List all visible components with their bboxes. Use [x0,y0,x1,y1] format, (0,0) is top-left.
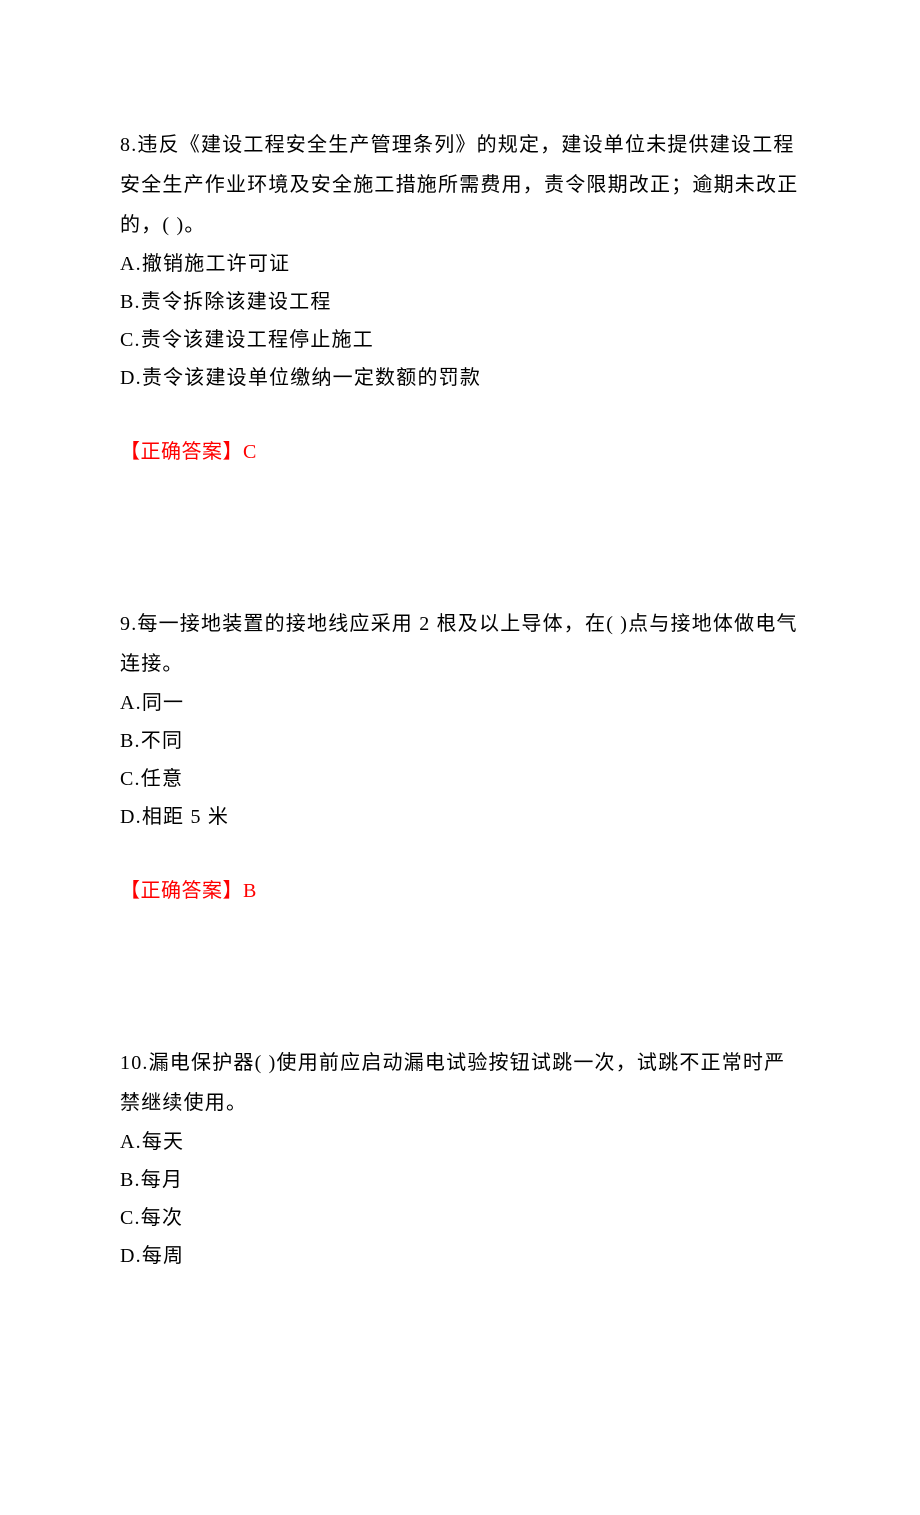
question-9: 9.每一接地装置的接地线应采用 2 根及以上导体，在( )点与接地体做电气连接。… [120,604,800,903]
question-option-a: A.同一 [120,684,800,722]
question-option-b: B.每月 [120,1161,800,1199]
question-option-c: C.每次 [120,1199,800,1237]
question-option-c: C.责令该建设工程停止施工 [120,321,800,359]
question-stem: 10.漏电保护器( )使用前应启动漏电试验按钮试跳一次，试跳不正常时严禁继续使用… [120,1043,800,1123]
answer-value: C [243,441,257,463]
answer-label: 【正确答案】 [120,441,243,463]
question-option-d: D.相距 5 米 [120,798,800,836]
question-answer: 【正确答案】C [120,435,800,464]
question-option-a: A.撤销施工许可证 [120,245,800,283]
question-10: 10.漏电保护器( )使用前应启动漏电试验按钮试跳一次，试跳不正常时严禁继续使用… [120,1043,800,1275]
question-8: 8.违反《建设工程安全生产管理条列》的规定，建设单位未提供建设工程安全生产作业环… [120,125,800,464]
answer-label: 【正确答案】 [120,880,243,902]
question-option-a: A.每天 [120,1123,800,1161]
question-option-b: B.责令拆除该建设工程 [120,283,800,321]
question-option-d: D.每周 [120,1237,800,1275]
answer-value: B [243,880,257,902]
question-stem: 9.每一接地装置的接地线应采用 2 根及以上导体，在( )点与接地体做电气连接。 [120,604,800,684]
question-option-d: D.责令该建设单位缴纳一定数额的罚款 [120,359,800,397]
question-option-c: C.任意 [120,760,800,798]
question-stem: 8.违反《建设工程安全生产管理条列》的规定，建设单位未提供建设工程安全生产作业环… [120,125,800,245]
question-option-b: B.不同 [120,722,800,760]
question-answer: 【正确答案】B [120,874,800,903]
